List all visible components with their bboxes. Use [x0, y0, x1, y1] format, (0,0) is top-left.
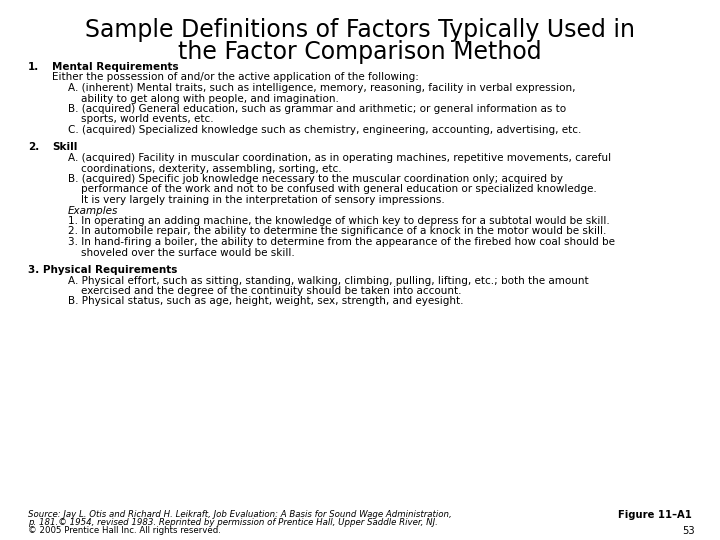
Text: 1. In operating an adding machine, the knowledge of which key to depress for a s: 1. In operating an adding machine, the k… [68, 216, 610, 226]
Text: the Factor Comparison Method: the Factor Comparison Method [178, 40, 542, 64]
Text: C. (acquired) Specialized knowledge such as chemistry, engineering, accounting, : C. (acquired) Specialized knowledge such… [68, 125, 581, 135]
Text: Mental Requirements: Mental Requirements [52, 62, 179, 72]
Text: 53: 53 [683, 526, 695, 536]
Text: coordinations, dexterity, assembling, sorting, etc.: coordinations, dexterity, assembling, so… [81, 164, 341, 173]
Text: 3. Physical Requirements: 3. Physical Requirements [28, 265, 177, 275]
Text: B. Physical status, such as age, height, weight, sex, strength, and eyesight.: B. Physical status, such as age, height,… [68, 296, 464, 307]
Text: ability to get along with people, and imagination.: ability to get along with people, and im… [81, 93, 339, 104]
Text: 2.: 2. [28, 143, 40, 152]
Text: Examples: Examples [68, 206, 118, 215]
Text: A. Physical effort, such as sitting, standing, walking, climbing, pulling, lifti: A. Physical effort, such as sitting, sta… [68, 275, 589, 286]
Text: Figure 11–A1: Figure 11–A1 [618, 510, 692, 520]
Text: Skill: Skill [52, 143, 77, 152]
Text: 2. In automobile repair, the ability to determine the significance of a knock in: 2. In automobile repair, the ability to … [68, 226, 606, 237]
Text: B. (acquired) General education, such as grammar and arithmetic; or general info: B. (acquired) General education, such as… [68, 104, 566, 114]
Text: It is very largely training in the interpretation of sensory impressions.: It is very largely training in the inter… [81, 195, 445, 205]
Text: A. (inherent) Mental traits, such as intelligence, memory, reasoning, facility i: A. (inherent) Mental traits, such as int… [68, 83, 575, 93]
Text: Either the possession of and/or the active application of the following:: Either the possession of and/or the acti… [52, 72, 419, 83]
Text: exercised and the degree of the continuity should be taken into account.: exercised and the degree of the continui… [81, 286, 462, 296]
Text: 1.: 1. [28, 62, 40, 72]
Text: © 2005 Prentice Hall Inc. All rights reserved.: © 2005 Prentice Hall Inc. All rights res… [28, 526, 221, 535]
Text: Sample Definitions of Factors Typically Used in: Sample Definitions of Factors Typically … [85, 18, 635, 42]
Text: shoveled over the surface would be skill.: shoveled over the surface would be skill… [81, 247, 294, 258]
Text: B. (acquired) Specific job knowledge necessary to the muscular coordination only: B. (acquired) Specific job knowledge nec… [68, 174, 563, 184]
Text: 3. In hand-firing a boiler, the ability to determine from the appearance of the : 3. In hand-firing a boiler, the ability … [68, 237, 615, 247]
Text: performance of the work and not to be confused with general education or special: performance of the work and not to be co… [81, 185, 597, 194]
Text: Source: Jay L. Otis and Richard H. Leikraft, Job Evaluation: A Basis for Sound W: Source: Jay L. Otis and Richard H. Leikr… [28, 510, 451, 519]
Text: sports, world events, etc.: sports, world events, etc. [81, 114, 214, 125]
Text: p. 181.© 1954, revised 1983. Reprinted by permission of Prentice Hall, Upper Sad: p. 181.© 1954, revised 1983. Reprinted b… [28, 518, 438, 527]
Text: A. (acquired) Facility in muscular coordination, as in operating machines, repet: A. (acquired) Facility in muscular coord… [68, 153, 611, 163]
